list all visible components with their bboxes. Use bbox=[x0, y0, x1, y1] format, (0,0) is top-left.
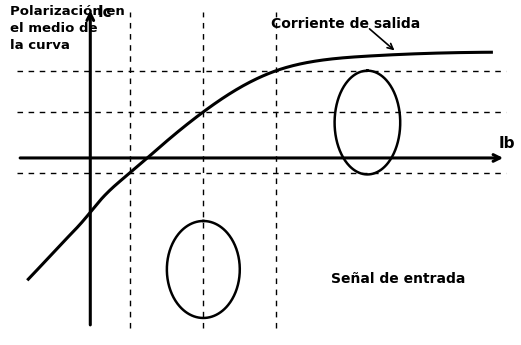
Text: Ic: Ic bbox=[97, 5, 112, 20]
Text: Ib: Ib bbox=[499, 136, 515, 151]
Text: Señal de entrada: Señal de entrada bbox=[331, 272, 465, 286]
Text: Corriente de salida: Corriente de salida bbox=[271, 17, 420, 31]
Text: Polarización en
el medio de
la curva: Polarización en el medio de la curva bbox=[10, 5, 125, 52]
